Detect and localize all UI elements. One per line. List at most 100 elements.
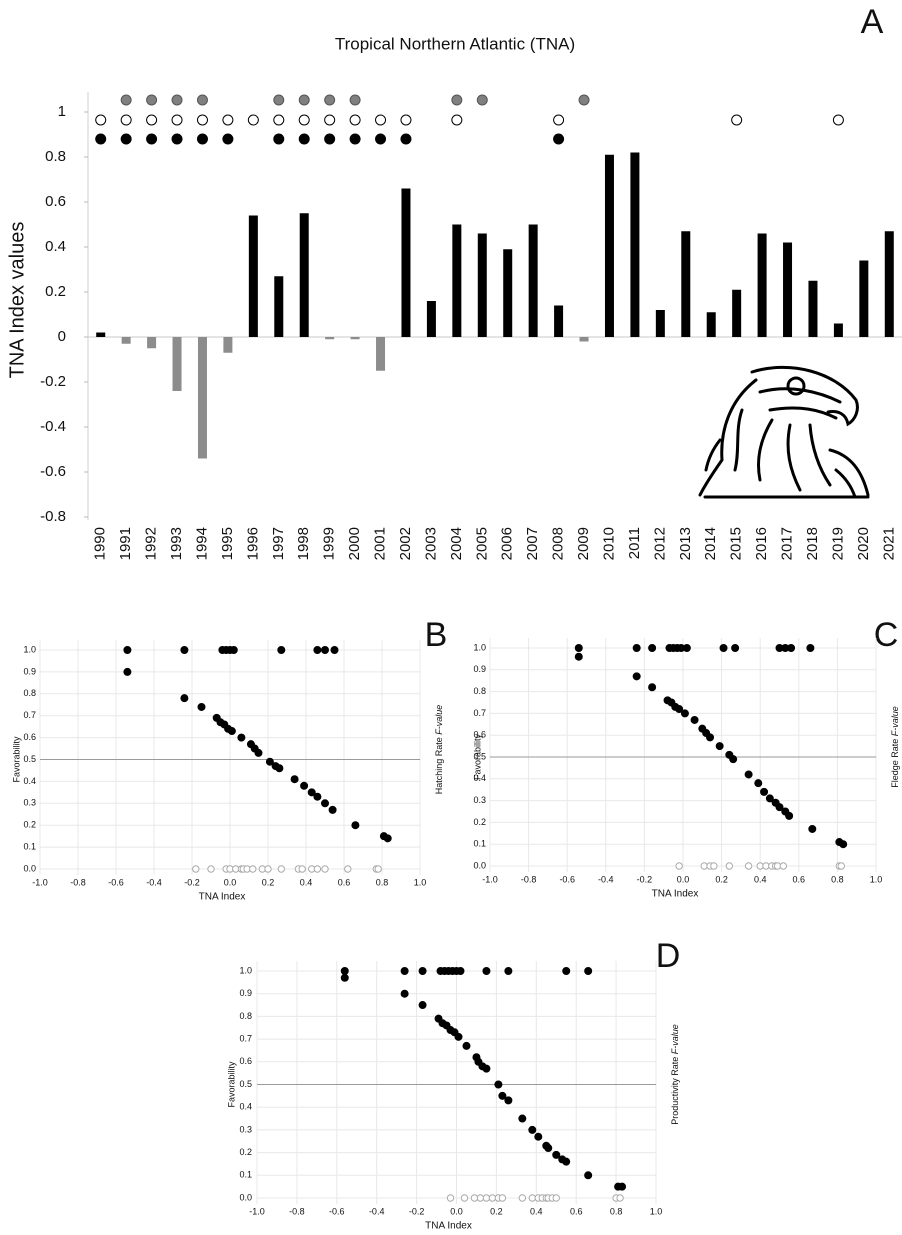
bar [783, 243, 792, 338]
bar [223, 337, 232, 353]
year-marker [172, 95, 182, 105]
point [278, 647, 285, 654]
year-marker [325, 134, 335, 144]
x-tick-label: 2012 [651, 527, 668, 560]
x-tick-label: -0.2 [409, 1206, 425, 1216]
point [563, 968, 570, 975]
x-tick-label: 0.0 [224, 877, 237, 887]
point [124, 647, 131, 654]
point [291, 776, 298, 783]
x-tick-label: 0.6 [338, 877, 351, 887]
point [181, 695, 188, 702]
point [341, 974, 348, 981]
x-tick-label: 2000 [346, 527, 363, 560]
y-axis-title: Favorability [226, 1061, 236, 1108]
point [301, 782, 308, 789]
x-tick-label: 1996 [244, 527, 261, 560]
year-marker [96, 134, 106, 144]
bar [122, 337, 131, 344]
y-tick-label: 0.3 [473, 795, 486, 805]
x-axis-title: TNA Index [425, 1221, 472, 1232]
year-marker [172, 115, 182, 125]
point [529, 1126, 536, 1133]
x-tick-label: 2001 [372, 527, 389, 560]
point [519, 1195, 525, 1201]
x-tick-label: -0.8 [70, 877, 86, 887]
x-tick-label: 2013 [677, 527, 694, 560]
point [691, 716, 698, 723]
point [681, 710, 688, 717]
point [780, 863, 786, 869]
y-tick-label: 0.5 [23, 754, 36, 764]
year-marker [299, 95, 309, 105]
point [345, 866, 351, 872]
point [419, 968, 426, 975]
y-tick-label: -0.6 [40, 463, 66, 480]
point [198, 703, 205, 710]
point [314, 647, 321, 654]
panel-letter: D [656, 937, 681, 975]
y-tick-label: 0.6 [45, 193, 66, 210]
bar [758, 234, 767, 338]
y-tick-label: 0.4 [45, 238, 66, 255]
y-tick-label: 0.5 [239, 1079, 252, 1089]
point [477, 1195, 483, 1201]
point [489, 1195, 495, 1201]
y-tick-label: 0.6 [239, 1056, 252, 1066]
year-marker [197, 95, 207, 105]
point [619, 1183, 626, 1190]
year-marker [477, 95, 487, 105]
y-tick-label: 0.2 [23, 820, 36, 830]
point [419, 1002, 426, 1009]
x-tick-label: 2002 [397, 527, 414, 560]
y-tick-label: -0.2 [40, 373, 66, 390]
point [238, 734, 245, 741]
bar [580, 337, 589, 342]
y-tick-label: -0.4 [40, 418, 66, 435]
point [483, 1195, 489, 1201]
year-marker [452, 95, 462, 105]
x-tick-label: 1995 [219, 527, 236, 560]
x-tick-label: 2020 [855, 527, 872, 560]
year-marker [248, 115, 258, 125]
bar [325, 337, 334, 339]
y-tick-label: 0 [58, 328, 66, 345]
y-tick-label: 0.8 [23, 688, 36, 698]
right-axis-title: Hatching Rate F-value [434, 705, 444, 795]
x-tick-label: 0.4 [530, 1206, 543, 1216]
point [745, 771, 752, 778]
bar [96, 333, 105, 338]
x-tick-label: 2010 [600, 527, 617, 560]
y-tick-label: 0.9 [23, 666, 36, 676]
x-tick-label: 2018 [804, 527, 821, 560]
point [208, 866, 214, 872]
point [840, 841, 847, 848]
x-tick-label: 1992 [143, 527, 160, 560]
year-marker [452, 115, 462, 125]
bar [274, 276, 283, 337]
point [553, 1151, 560, 1158]
year-marker [376, 134, 386, 144]
bar [300, 213, 309, 337]
point [322, 647, 329, 654]
y-tick-label: 0.9 [473, 664, 486, 674]
point [463, 1042, 470, 1049]
point [471, 1195, 477, 1201]
bar [885, 231, 894, 337]
point [649, 645, 656, 652]
x-tick-label: -1.0 [249, 1206, 265, 1216]
year-marker [197, 115, 207, 125]
point [788, 645, 795, 652]
x-tick-label: 2007 [524, 527, 541, 560]
right-axis-title-part: F-value [890, 706, 900, 736]
y-tick-label: 0.0 [23, 863, 36, 873]
x-tick-label: -0.8 [521, 874, 537, 884]
x-tick-label: -0.6 [108, 877, 124, 887]
point [499, 1195, 505, 1201]
y-tick-label: 0.2 [239, 1147, 252, 1157]
x-tick-label: 2008 [550, 527, 567, 560]
x-tick-label: 0.0 [677, 874, 690, 884]
point [575, 653, 582, 660]
bar [681, 231, 690, 337]
x-axis-title: TNA Index [652, 889, 699, 900]
